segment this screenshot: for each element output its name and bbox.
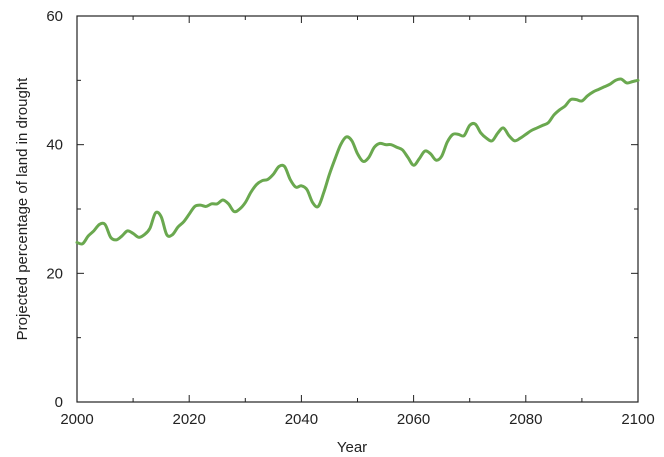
x-tick-labels: 2000 2020 2040 2060 2080 2100 (60, 411, 654, 428)
y-axis-label: Projected percentage of land in drought (14, 77, 31, 341)
x-tick-label: 2080 (509, 411, 542, 428)
x-tick-label: 2060 (397, 411, 430, 428)
x-tick-label: 2040 (285, 411, 318, 428)
x-tick-label: 2100 (621, 411, 654, 428)
x-tick-label: 2020 (173, 411, 206, 428)
series-group (75, 77, 640, 246)
x-axis-label: Year (337, 439, 367, 456)
y-tick-label: 20 (46, 265, 63, 282)
axis-ticks (76, 15, 639, 403)
y-tick-label: 60 (46, 8, 63, 25)
plot-border (76, 15, 639, 403)
plot-frame (76, 15, 639, 403)
y-tick-label: 0 (55, 394, 63, 411)
x-tick-label: 2000 (60, 411, 93, 428)
series-line (75, 77, 640, 246)
y-tick-label: 40 (46, 137, 63, 154)
y-tick-labels: 0 20 40 60 (46, 8, 63, 411)
